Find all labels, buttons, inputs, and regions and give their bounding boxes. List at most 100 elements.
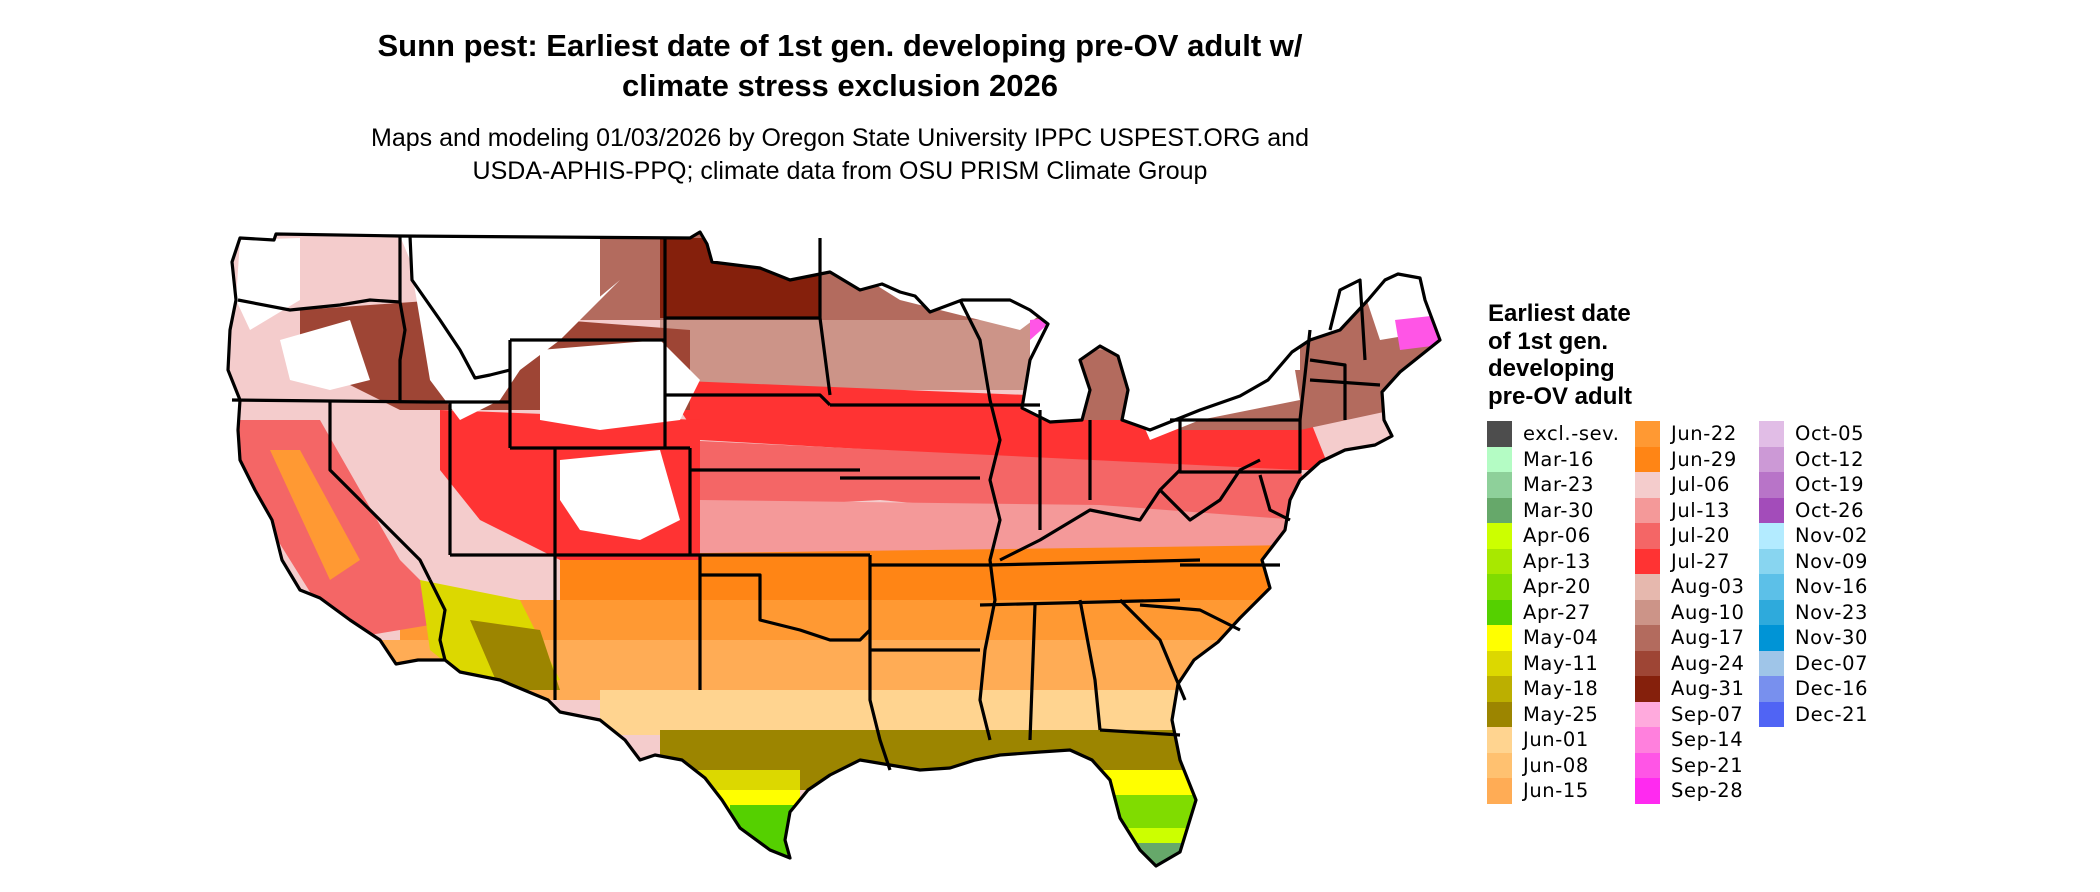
legend-label: Sep-07	[1671, 702, 1744, 726]
legend-swatch	[1635, 625, 1660, 651]
map-title-line-1: Sunn pest: Earliest date of 1st gen. dev…	[377, 28, 1303, 63]
excluded-colorado	[560, 450, 680, 540]
legend-item: May-04	[1487, 625, 1620, 651]
zone-maine-sep21	[1395, 315, 1440, 350]
legend-swatch	[1759, 625, 1784, 651]
legend-item: excl.-sev.	[1487, 421, 1620, 447]
legend-item: Jul-06	[1635, 472, 1745, 498]
legend-label: May-25	[1523, 702, 1599, 726]
legend-item: Nov-23	[1759, 599, 1868, 625]
legend-item: May-25	[1487, 701, 1620, 727]
legend-item: Apr-13	[1487, 548, 1620, 574]
legend-item: Dec-16	[1759, 676, 1868, 702]
zone-arizona-may25	[470, 620, 560, 690]
legend-label: Oct-26	[1795, 498, 1865, 522]
legend-item: Apr-06	[1487, 523, 1620, 549]
legend-swatch	[1487, 548, 1512, 574]
legend-label: Jun-29	[1671, 447, 1737, 471]
zone-florida-may04	[1100, 770, 1200, 800]
border-id-west	[398, 236, 407, 402]
legend-label: Jul-20	[1671, 524, 1730, 548]
legend-swatch	[1635, 472, 1660, 498]
legend-label: Apr-06	[1523, 524, 1591, 548]
legend-label: Apr-20	[1523, 575, 1591, 599]
border-co-nm-east	[688, 448, 702, 690]
legend-item: Nov-02	[1759, 523, 1868, 549]
zone-north-plains-aug17	[560, 232, 1120, 320]
legend-swatch	[1487, 752, 1512, 778]
legend-item: Aug-31	[1635, 676, 1745, 702]
border-ohio-river	[999, 468, 1182, 562]
border-ca-nv	[328, 402, 432, 581]
legend-item: Nov-09	[1759, 548, 1868, 574]
legend-item: Jul-27	[1635, 548, 1745, 574]
legend-swatch	[1487, 778, 1512, 804]
state-borders	[231, 235, 1381, 771]
legend-swatch	[1635, 421, 1660, 447]
zone-florida-apr20	[1100, 795, 1200, 830]
legend-title-line: pre-OV adult	[1488, 382, 1633, 410]
legend-item: Mar-16	[1487, 446, 1620, 472]
legend-item: Oct-19	[1759, 472, 1868, 498]
legend-label: Nov-02	[1795, 524, 1868, 548]
legend-label: Jul-06	[1671, 473, 1730, 497]
legend-item: Sep-21	[1635, 752, 1745, 778]
legend-swatch	[1759, 472, 1784, 498]
legend-label: Jun-08	[1523, 753, 1589, 777]
legend-swatch	[1635, 548, 1660, 574]
border-ok-tx	[700, 573, 872, 642]
legend-swatch	[1487, 727, 1512, 753]
zone-florida-mar30	[1120, 843, 1200, 866]
legend-swatch	[1635, 778, 1660, 804]
legend-swatch	[1487, 650, 1512, 676]
legend-item: Oct-12	[1759, 446, 1868, 472]
legend-title-line: developing	[1488, 355, 1615, 382]
legend-label: Dec-07	[1795, 651, 1869, 675]
legend-swatch	[1635, 446, 1660, 472]
zone-gulf-jun01	[600, 690, 1200, 735]
border-ga-sc	[1118, 598, 1187, 701]
legend-swatch	[1487, 676, 1512, 702]
legend-label: Aug-31	[1671, 677, 1745, 701]
legend-item: Jul-13	[1635, 497, 1745, 523]
legend-item: Jun-08	[1487, 752, 1620, 778]
legend-item: Jun-29	[1635, 446, 1745, 472]
legend-swatch	[1635, 727, 1660, 753]
border-wv-va	[1158, 458, 1261, 522]
legend-label: Oct-12	[1795, 447, 1865, 471]
legend-item: Oct-26	[1759, 497, 1868, 523]
legend-item: Aug-10	[1635, 599, 1745, 625]
legend-item: Dec-07	[1759, 650, 1869, 676]
legend-item: May-11	[1487, 650, 1620, 676]
legend-label: Aug-03	[1671, 575, 1745, 599]
legend-swatch	[1759, 421, 1784, 447]
legend-swatch	[1759, 523, 1784, 549]
legend-swatch	[1635, 497, 1660, 523]
legend-item: Nov-16	[1759, 574, 1868, 600]
border-wy-south	[430, 400, 690, 450]
legend-swatch	[1487, 574, 1512, 600]
legend-swatch	[1759, 701, 1784, 727]
legend-label: Oct-19	[1795, 473, 1865, 497]
legend-label: Oct-05	[1795, 422, 1865, 446]
legend-item: Apr-20	[1487, 574, 1620, 600]
legend-label: Sep-14	[1671, 728, 1744, 752]
legend-title-line: Earliest date	[1488, 300, 1631, 327]
legend-item: Sep-07	[1635, 701, 1745, 727]
legend-item: Aug-03	[1635, 574, 1745, 600]
border-mississippi-river	[958, 299, 1002, 741]
border-dakotas-mn	[818, 238, 832, 396]
border-az-ca	[428, 579, 447, 661]
legend-label: May-18	[1523, 677, 1599, 701]
legend-swatch	[1487, 497, 1512, 523]
border-ma-south	[1309, 378, 1381, 387]
border-ga-fl	[1099, 728, 1181, 737]
legend-swatch	[1759, 599, 1784, 625]
legend-item: Sep-14	[1635, 727, 1745, 753]
legend-swatch	[1487, 625, 1512, 651]
border-sc-nc	[1139, 603, 1241, 632]
map-title-line-2: climate stress exclusion 2026	[622, 68, 1058, 103]
legend-column-2: Jun-22 Jun-29 Jul-06 Jul-13 Jul-20 Jul-27 Aug-…	[1635, 421, 1745, 804]
border-vt-nh	[1328, 278, 1367, 361]
